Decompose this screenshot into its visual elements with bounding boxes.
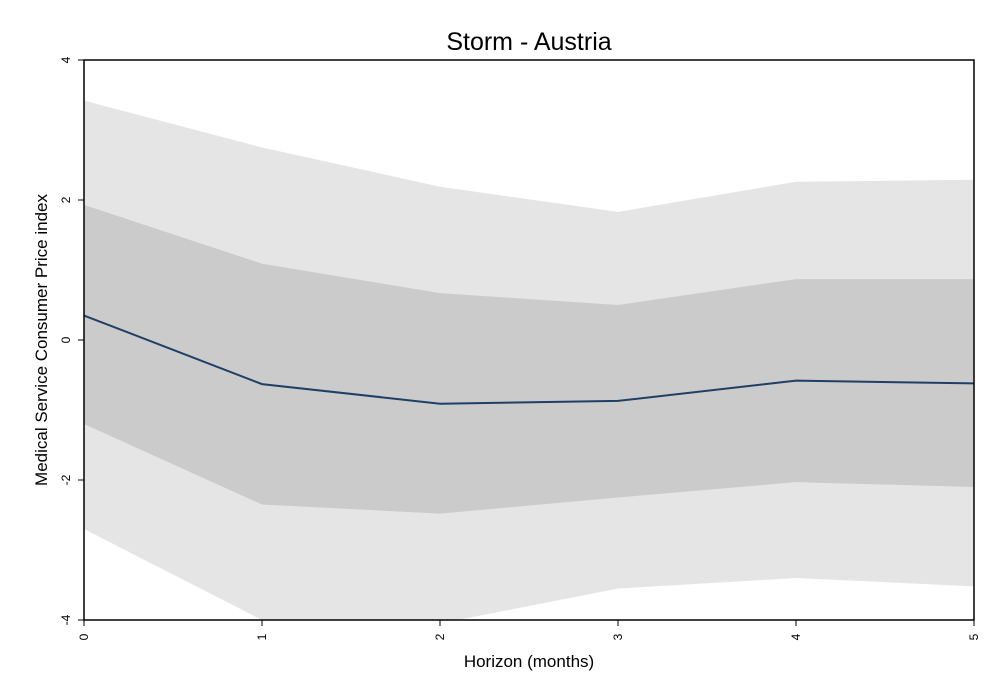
x-axis: 0 1 2 3 4 5 <box>77 620 981 640</box>
y-tick-label: -2 <box>59 474 73 485</box>
x-tick-label: 2 <box>433 633 447 640</box>
confidence-bands <box>84 100 974 620</box>
x-tick-label: 1 <box>255 633 269 640</box>
series-lines <box>84 314 974 405</box>
x-tick-label: 5 <box>967 633 981 640</box>
y-axis-title: Medical Service Consumer Price index <box>32 194 51 486</box>
series-line <box>84 314 974 405</box>
x-tick-label: 4 <box>789 633 803 640</box>
x-axis-title: Horizon (months) <box>464 652 594 671</box>
chart-title: Storm - Austria <box>446 28 611 56</box>
y-tick-label: -4 <box>59 614 73 625</box>
y-tick-label: 4 <box>59 56 73 63</box>
x-tick-label: 0 <box>77 633 91 640</box>
y-axis: -4 -2 0 2 4 <box>59 56 84 625</box>
x-tick-label: 3 <box>611 633 625 640</box>
inner-confidence-band <box>84 204 974 514</box>
y-tick-label: 0 <box>59 336 73 343</box>
y-tick-label: 2 <box>59 196 73 203</box>
